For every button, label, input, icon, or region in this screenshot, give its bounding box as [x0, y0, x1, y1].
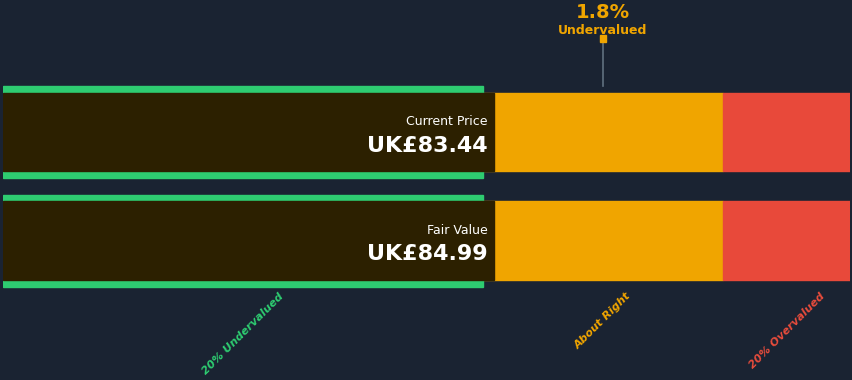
Text: 1.8%: 1.8%: [575, 3, 630, 22]
Bar: [482, 93, 722, 171]
Bar: [3, 280, 482, 287]
Bar: [599, 35, 606, 43]
Bar: [722, 201, 849, 280]
Text: Current Price: Current Price: [406, 115, 487, 128]
Bar: [3, 171, 482, 178]
Bar: [3, 86, 482, 93]
Bar: [3, 201, 493, 280]
Bar: [722, 93, 849, 171]
Bar: [482, 201, 722, 280]
Text: 20% Overvalued: 20% Overvalued: [746, 291, 826, 370]
Text: About Right: About Right: [573, 291, 632, 352]
Bar: [3, 201, 482, 280]
Bar: [3, 93, 482, 171]
Bar: [3, 93, 493, 171]
Text: 20% Undervalued: 20% Undervalued: [200, 291, 285, 376]
Text: UK£83.44: UK£83.44: [367, 136, 487, 156]
Bar: [3, 195, 482, 201]
Text: UK£84.99: UK£84.99: [367, 244, 487, 264]
Text: Undervalued: Undervalued: [558, 24, 647, 37]
Text: Fair Value: Fair Value: [427, 224, 487, 237]
